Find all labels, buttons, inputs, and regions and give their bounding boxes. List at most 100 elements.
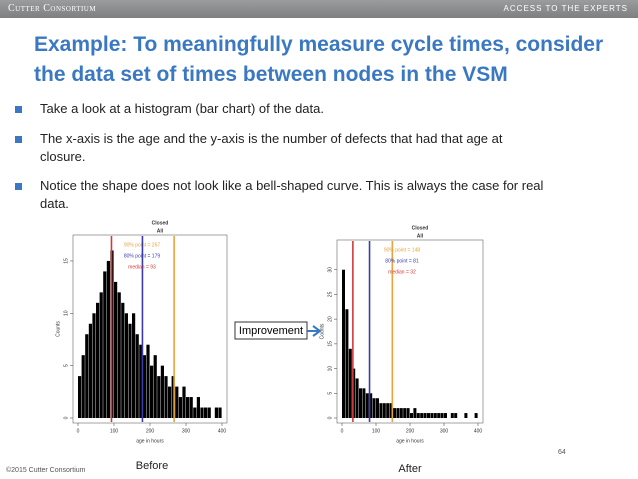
y-tick-label: 0 xyxy=(327,416,333,419)
histogram-bar xyxy=(207,407,211,418)
improvement-label: Improvement xyxy=(239,325,303,337)
histogram-bar xyxy=(437,413,441,418)
histogram-bar xyxy=(85,334,89,418)
histogram-bar xyxy=(142,355,146,418)
figure-caption: Before xyxy=(136,460,168,472)
histogram-bar xyxy=(150,365,154,418)
marker-label: 80% point = 81 xyxy=(385,258,419,264)
histogram-bar xyxy=(410,413,413,418)
y-tick-label: 10 xyxy=(63,310,69,316)
histogram-bar xyxy=(193,407,197,418)
histogram-bar xyxy=(406,408,410,418)
marker-label: median = 93 xyxy=(128,264,156,270)
bullet-marker xyxy=(15,183,22,190)
histogram-bar xyxy=(135,334,139,418)
brand: Cutter Consortium xyxy=(8,3,97,14)
bullet-marker xyxy=(15,106,22,113)
histogram-bar xyxy=(420,413,424,418)
y-tick-label: 30 xyxy=(327,267,333,273)
title-line: Example: To meaningfully measure cycle t… xyxy=(34,33,604,56)
histogram-bar xyxy=(413,408,417,418)
histogram-bar xyxy=(178,397,182,418)
y-tick-label: 15 xyxy=(327,341,333,347)
histogram-bar xyxy=(189,397,193,418)
histogram-bar xyxy=(103,271,107,418)
histogram-bar xyxy=(132,313,136,418)
top-bar xyxy=(0,0,638,18)
x-tick-label: 400 xyxy=(218,428,227,434)
histogram-bar xyxy=(382,403,386,418)
footer: ©2015 Cutter Consortium xyxy=(6,466,86,474)
title-line: the data set of times between nodes in t… xyxy=(34,63,508,86)
bullet-text: data. xyxy=(40,196,69,211)
histogram-bar xyxy=(88,323,92,418)
tagline: ACCESS TO THE EXPERTS xyxy=(503,4,628,13)
figure-caption: After xyxy=(398,463,422,475)
histogram-bar xyxy=(416,413,420,418)
y-axis-label: Counts xyxy=(319,323,325,339)
histogram-bar xyxy=(117,292,121,418)
histogram-bar xyxy=(121,302,125,418)
x-tick-label: 0 xyxy=(77,428,80,434)
histogram-bar xyxy=(393,408,396,418)
histogram-bar xyxy=(365,393,369,418)
histogram-bar xyxy=(345,309,349,418)
histogram-bar xyxy=(160,365,164,418)
histogram-bar xyxy=(352,368,356,418)
histogram-bar xyxy=(379,403,383,418)
y-tick-label: 5 xyxy=(63,364,69,367)
arrow xyxy=(307,325,322,337)
histogram-bar xyxy=(342,269,345,418)
histogram-bar xyxy=(362,388,366,418)
x-tick-label: 100 xyxy=(110,428,119,434)
marker-label: 90% point = 148 xyxy=(384,247,420,253)
chart-title: All xyxy=(417,233,424,239)
histogram-bar xyxy=(474,413,478,418)
y-tick-label: 15 xyxy=(63,258,69,264)
x-tick-label: 0 xyxy=(341,428,344,434)
histogram-bar xyxy=(214,407,218,418)
histogram-bar xyxy=(430,413,434,418)
histogram-bar xyxy=(175,386,179,418)
histogram-bar xyxy=(106,260,110,418)
histogram-bar xyxy=(372,398,376,418)
histogram-bar xyxy=(168,386,172,418)
chart-title: Closed xyxy=(152,220,169,226)
bullet-text: closure. xyxy=(40,149,86,164)
bullet-text: The x-axis is the age and the y-axis is … xyxy=(40,131,503,146)
y-axis-label: Counts xyxy=(55,321,61,337)
histogram-bar xyxy=(139,344,143,418)
histogram-bar xyxy=(186,397,190,418)
y-tick-label: 10 xyxy=(327,366,333,372)
bullet-text: Notice the shape does not look like a be… xyxy=(40,178,544,193)
histogram-bar xyxy=(369,393,373,418)
histogram-bar xyxy=(423,413,427,418)
histogram-bar xyxy=(124,313,128,418)
x-tick-label: 200 xyxy=(406,428,415,434)
histogram-bar xyxy=(171,376,175,418)
chart-title: All xyxy=(157,228,164,234)
histogram-bar xyxy=(464,413,468,418)
histogram-bar xyxy=(114,281,118,418)
x-axis-label: age in hours xyxy=(136,438,164,444)
histogram-bar xyxy=(128,323,132,418)
plot-frame xyxy=(336,239,484,424)
bullet-marker xyxy=(15,136,22,143)
histogram-bar xyxy=(440,413,444,418)
histogram-bar xyxy=(99,292,103,418)
histogram-bar xyxy=(386,403,390,418)
bullet-text: Take a look at a histogram (bar chart) o… xyxy=(40,101,324,116)
histogram-bar xyxy=(204,407,208,418)
y-tick-label: 5 xyxy=(327,392,333,395)
chart-title: Closed xyxy=(412,225,429,231)
x-tick-label: 300 xyxy=(182,428,191,434)
x-tick-label: 100 xyxy=(372,428,381,434)
histogram-bar xyxy=(450,413,454,418)
histogram-bar xyxy=(444,413,447,418)
histogram-bar xyxy=(196,397,200,418)
x-tick-label: 200 xyxy=(146,428,155,434)
histogram-bar xyxy=(153,355,157,418)
histogram-bar xyxy=(164,376,168,418)
